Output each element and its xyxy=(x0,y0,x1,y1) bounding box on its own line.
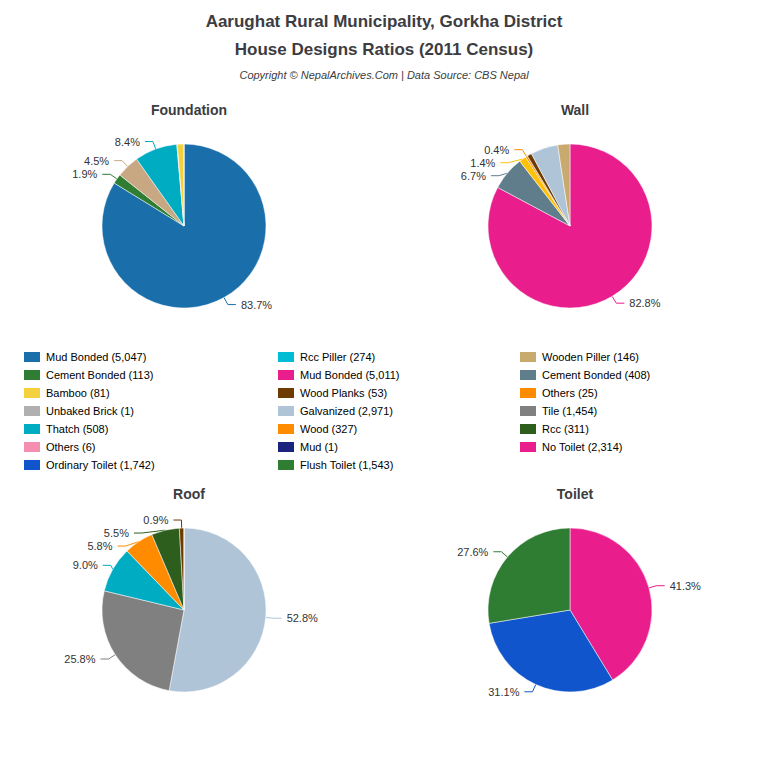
svg-text:Thatch (508): Thatch (508) xyxy=(46,423,108,435)
svg-text:5.8%: 5.8% xyxy=(87,540,112,552)
svg-text:Galvanized (2,971): Galvanized (2,971) xyxy=(300,405,393,417)
svg-text:Mud (1): Mud (1) xyxy=(300,441,338,453)
svg-text:Mud Bonded (5,011): Mud Bonded (5,011) xyxy=(300,369,399,381)
svg-text:Wood Planks (53): Wood Planks (53) xyxy=(300,387,387,399)
svg-text:Cement Bonded (113): Cement Bonded (113) xyxy=(46,369,153,381)
svg-text:83.7%: 83.7% xyxy=(241,299,272,311)
svg-text:Tile (1,454): Tile (1,454) xyxy=(542,405,597,417)
svg-text:Bamboo (81): Bamboo (81) xyxy=(46,387,110,399)
svg-text:Flush Toilet (1,543): Flush Toilet (1,543) xyxy=(300,459,393,471)
svg-text:Toilet: Toilet xyxy=(557,486,594,502)
svg-text:1.9%: 1.9% xyxy=(72,168,97,180)
svg-text:41.3%: 41.3% xyxy=(670,580,701,592)
svg-text:31.1%: 31.1% xyxy=(488,686,519,698)
svg-text:4.5%: 4.5% xyxy=(84,155,109,167)
svg-text:House Designs Ratios (2011 Cen: House Designs Ratios (2011 Census) xyxy=(235,40,534,59)
svg-text:Mud Bonded (5,047): Mud Bonded (5,047) xyxy=(46,351,146,363)
svg-text:Rcc Piller (274): Rcc Piller (274) xyxy=(300,351,375,363)
svg-text:Ordinary Toilet (1,742): Ordinary Toilet (1,742) xyxy=(46,459,155,471)
svg-text:9.0%: 9.0% xyxy=(73,559,98,571)
svg-text:0.9%: 0.9% xyxy=(143,514,168,526)
svg-text:1.4%: 1.4% xyxy=(470,157,495,169)
svg-text:Rcc (311): Rcc (311) xyxy=(542,423,589,435)
svg-text:Wooden Piller (146): Wooden Piller (146) xyxy=(542,351,639,363)
svg-text:6.7%: 6.7% xyxy=(461,170,486,182)
svg-text:82.8%: 82.8% xyxy=(629,297,660,309)
svg-text:No Toilet (2,314): No Toilet (2,314) xyxy=(542,441,623,453)
svg-text:Others (6): Others (6) xyxy=(46,441,96,453)
svg-text:Copyright © NepalArchives.Com: Copyright © NepalArchives.Com | Data Sou… xyxy=(239,69,529,81)
svg-text:Wall: Wall xyxy=(561,102,589,118)
svg-text:Unbaked Brick (1): Unbaked Brick (1) xyxy=(46,405,134,417)
svg-text:25.8%: 25.8% xyxy=(64,653,95,665)
svg-text:Foundation: Foundation xyxy=(151,102,227,118)
svg-text:8.4%: 8.4% xyxy=(115,136,140,148)
svg-text:27.6%: 27.6% xyxy=(457,546,488,558)
svg-text:Aarughat Rural Municipality, G: Aarughat Rural Municipality, Gorkha Dist… xyxy=(206,12,563,31)
svg-text:Wood (327): Wood (327) xyxy=(300,423,357,435)
svg-text:0.4%: 0.4% xyxy=(484,144,509,156)
svg-text:52.8%: 52.8% xyxy=(287,612,318,624)
svg-text:5.5%: 5.5% xyxy=(104,527,129,539)
svg-text:Others (25): Others (25) xyxy=(542,387,598,399)
svg-text:Cement Bonded (408): Cement Bonded (408) xyxy=(542,369,650,381)
svg-text:Roof: Roof xyxy=(173,486,205,502)
